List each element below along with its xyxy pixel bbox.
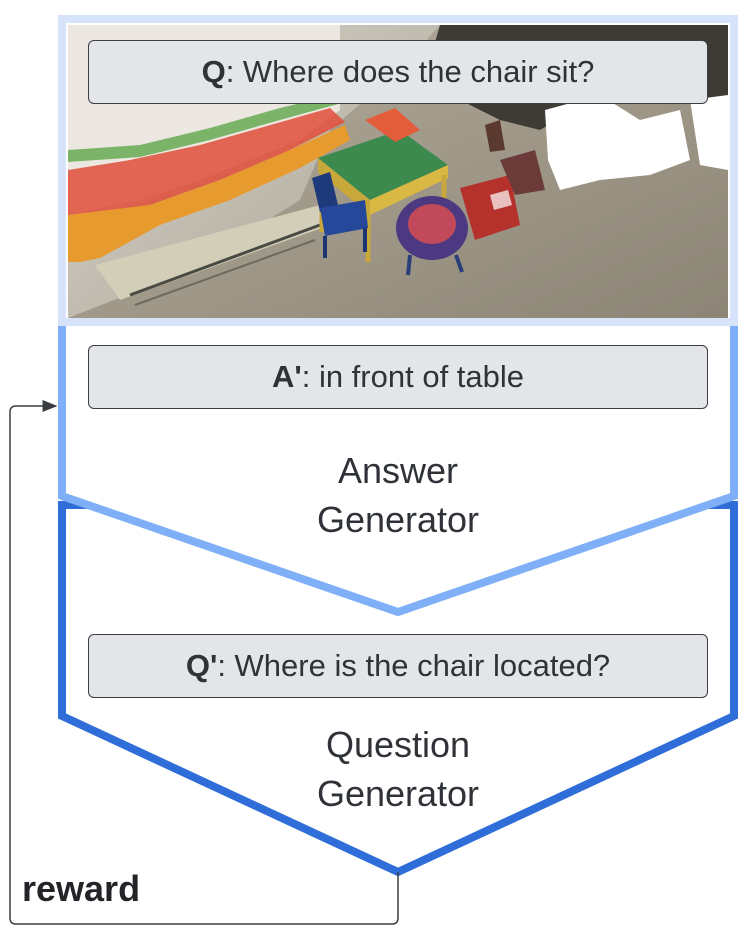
answer-generator-label-line2: Generator: [316, 499, 480, 540]
scene-question-prefix: Q: [201, 54, 226, 89]
reward-label: reward: [22, 868, 141, 909]
answer-box: A': in front of table: [88, 345, 708, 409]
reward-arrow: [9, 400, 399, 925]
question-generator-label-line1: Question: [325, 724, 471, 765]
generated-question-box: Q': Where is the chair located?: [88, 634, 708, 698]
answer-generator-label: Answer Generator: [248, 446, 548, 544]
answer-text: : in front of table: [301, 359, 525, 394]
answer-generator-label-line1: Answer: [337, 450, 459, 491]
scene-question-box: Q: Where does the chair sit?: [88, 40, 708, 104]
generated-question-text: : Where is the chair located?: [217, 648, 611, 683]
scene-question-text: : Where does the chair sit?: [225, 54, 595, 89]
answer-prefix: A': [271, 359, 302, 394]
question-generator-label-line2: Generator: [316, 773, 480, 814]
question-generator-label: Question Generator: [248, 720, 548, 818]
generated-question-prefix: Q': [185, 648, 218, 683]
